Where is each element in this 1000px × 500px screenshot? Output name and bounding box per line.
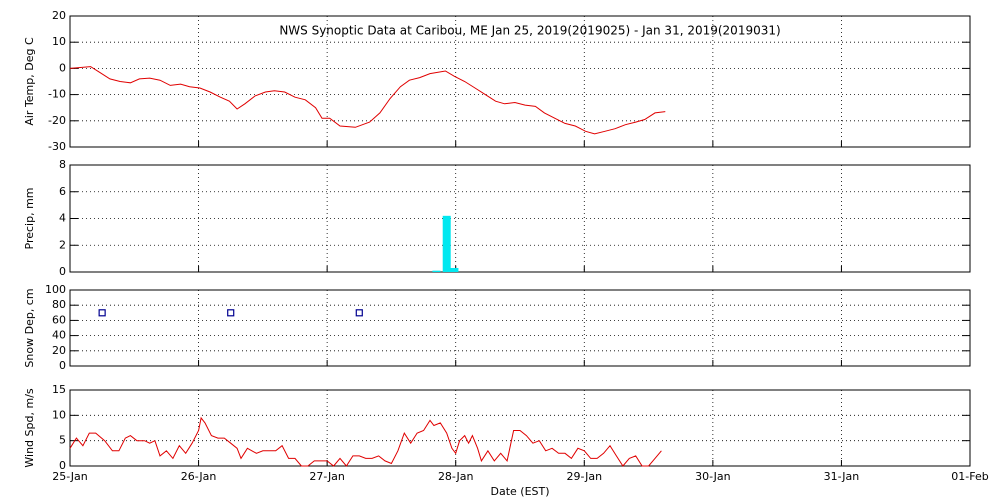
panel-frame [69,15,971,148]
y-tick-label: 15 [52,383,66,396]
y-tick-label: 60 [52,313,66,326]
y-tick-label: 5 [59,434,66,447]
y-tick-label: 20 [52,9,66,22]
x-tick-label: 01-Feb [951,470,988,483]
x-tick-label: 30-Jan [695,470,731,483]
y-tick-label: -20 [48,114,66,127]
y-tick-label: 2 [59,238,66,251]
chart-title: NWS Synoptic Data at Caribou, ME Jan 25,… [279,24,780,38]
y-tick-label: 20 [52,344,66,357]
bar [442,215,451,272]
y-tick-label: 80 [52,298,66,311]
line [69,66,666,135]
y-tick-label: -10 [48,88,66,101]
y-tick-label: 40 [52,329,66,342]
y-axis-label: Snow Dep, cm [23,288,36,367]
panel-frame [69,289,971,367]
point [227,309,235,317]
y-tick-label: 0 [59,359,66,372]
y-tick-label: 0 [59,459,66,472]
y-axis-label: Air Temp, Deg C [23,37,36,126]
y-tick-label: 10 [52,35,66,48]
y-tick-label: 0 [59,265,66,278]
y-tick-label: 10 [52,408,66,421]
point [98,309,106,317]
y-tick-label: 8 [59,158,66,171]
y-tick-label: 6 [59,185,66,198]
bar [450,267,459,272]
x-tick-label: 31-Jan [824,470,860,483]
x-axis-label: Date (EST) [490,485,549,498]
y-tick-label: 100 [45,283,66,296]
y-axis-label: Wind Spd, m/s [23,388,36,468]
x-tick-label: 29-Jan [567,470,603,483]
point [355,309,363,317]
bar [432,270,441,272]
line [69,416,662,467]
y-axis-label: Precip, mm [23,188,36,250]
x-tick-label: 27-Jan [309,470,345,483]
x-tick-label: 25-Jan [52,470,88,483]
y-tick-label: -30 [48,140,66,153]
y-tick-label: 4 [59,212,66,225]
x-tick-label: 28-Jan [438,470,474,483]
panel-frame [69,389,971,467]
x-tick-label: 26-Jan [181,470,217,483]
y-tick-label: 0 [59,61,66,74]
